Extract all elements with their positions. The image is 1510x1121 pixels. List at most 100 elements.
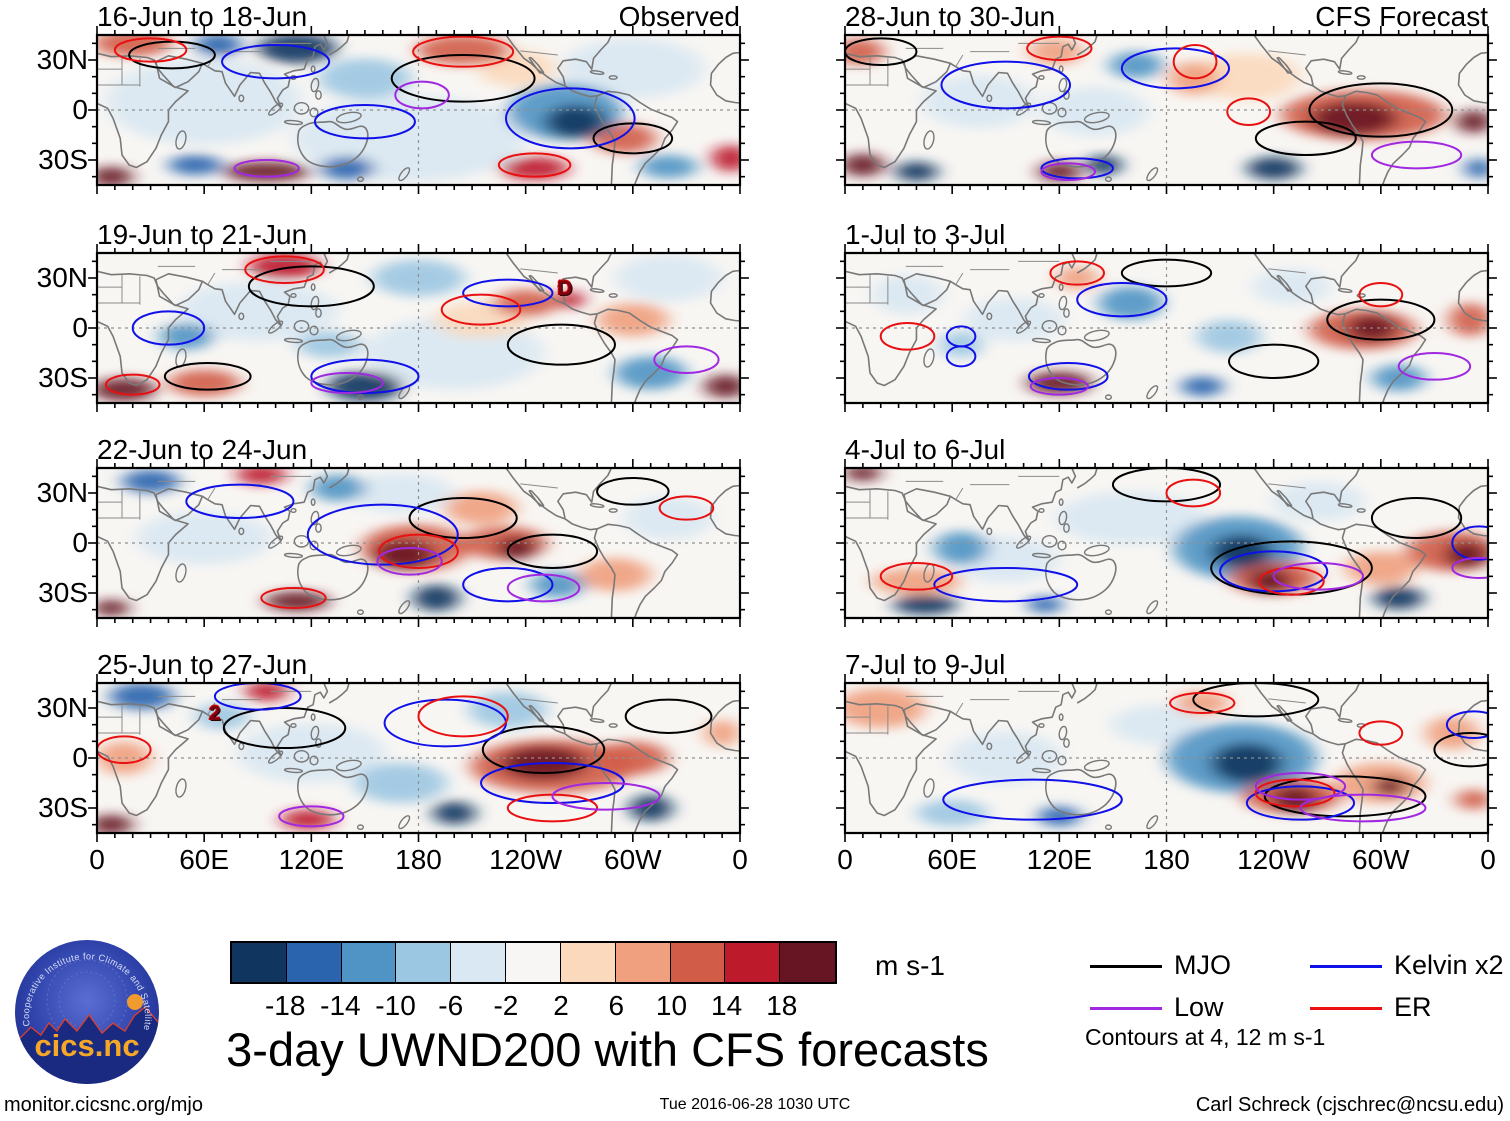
x-axis-tick-label: 60W <box>1352 844 1410 875</box>
map-panel <box>97 468 740 618</box>
colorbar-segment <box>615 943 671 982</box>
storm-marker: D <box>557 276 573 300</box>
logo-name: cics.nc <box>34 1028 139 1063</box>
logo-sun <box>127 994 143 1010</box>
x-axis-tick-label: 120W <box>489 844 563 875</box>
map-panel <box>845 253 1488 403</box>
y-axis-tick-label: 0 <box>72 94 88 125</box>
panel-date-range: 19-Jun to 21-Jun <box>97 219 308 250</box>
x-axis-tick-label: 180 <box>1143 844 1190 875</box>
panel-date-range: 25-Jun to 27-Jun <box>97 649 308 680</box>
colorbar-unit-label: m s-1 <box>875 950 945 981</box>
colorbar-tick-label: -6 <box>438 990 464 1021</box>
panel-title-row: 16-Jun to 18-Jun Observed <box>97 2 740 32</box>
anomaly-map <box>845 35 1488 185</box>
colorbar-tick-label: -2 <box>493 990 519 1021</box>
map-panel <box>97 35 740 185</box>
footer-timestamp: Tue 2016-06-28 1030 UTC <box>659 1096 851 1113</box>
y-axis-tick-label: 30S <box>38 792 88 823</box>
storm-marker: 2 <box>209 701 221 725</box>
legend-label: MJO <box>1174 950 1231 980</box>
colorbar-segment <box>341 943 397 982</box>
legend-line-er <box>1310 1007 1382 1010</box>
legend-label: Kelvin x2 <box>1394 950 1504 980</box>
x-axis-tick-label: 60E <box>179 844 230 875</box>
colorbar-segment <box>780 943 835 982</box>
x-axis-tick-label: 0 <box>89 844 105 875</box>
x-axis-tick-label: 60W <box>604 844 662 875</box>
y-axis-tick-label: 0 <box>72 527 88 558</box>
panel-column-label: CFS Forecast <box>1315 1 1488 32</box>
colorbar-tick-label: -10 <box>375 990 416 1021</box>
colorbar-segment <box>232 943 287 982</box>
x-axis-tick-label: 60E <box>927 844 978 875</box>
y-axis-tick-label: 30N <box>36 477 88 508</box>
figure-title: 3-day UWND200 with CFS forecasts <box>226 1023 989 1076</box>
colorbar-tick-label: 10 <box>655 990 688 1021</box>
panel-title-row: 4-Jul to 6-Jul <box>845 435 1488 465</box>
anomaly-map <box>97 683 740 833</box>
y-axis-tick-label: 0 <box>72 312 88 343</box>
panel-column-label: Observed <box>618 1 740 32</box>
x-axis-tick-label: 0 <box>732 844 748 875</box>
colorbar-segment <box>725 943 781 982</box>
footer-url: monitor.cicsnc.org/mjo <box>4 1094 203 1116</box>
panel-date-range: 28-Jun to 30-Jun <box>845 1 1056 32</box>
colorbar-tick-label: 2 <box>553 990 569 1021</box>
anomaly-map <box>845 253 1488 403</box>
panel-title-row: 28-Jun to 30-Jun CFS Forecast <box>845 2 1488 32</box>
y-axis-tick-label: 30S <box>38 577 88 608</box>
panel-title-row: 1-Jul to 3-Jul <box>845 220 1488 250</box>
colorbar-segment <box>451 943 507 982</box>
y-axis-tick-label: 0 <box>72 742 88 773</box>
logo-mountains <box>15 1008 159 1084</box>
footer-credit: Carl Schreck (cjschrec@ncsu.edu) <box>1195 1094 1504 1116</box>
panel-date-range: 22-Jun to 24-Jun <box>97 434 308 465</box>
anomaly-map <box>97 253 740 403</box>
colorbar-tick-label: 18 <box>766 990 798 1021</box>
anomaly-map <box>97 468 740 618</box>
colorbar <box>230 941 837 984</box>
x-axis-tick-label: 180 <box>395 844 442 875</box>
x-axis-tick-label: 120W <box>1237 844 1311 875</box>
x-axis-tick-label: 0 <box>1480 844 1496 875</box>
colorbar-tick-label: 14 <box>711 990 743 1021</box>
legend-line-kelvin-x2 <box>1310 965 1382 968</box>
panel-title-row: 19-Jun to 21-Jun <box>97 220 740 250</box>
colorbar-segment <box>286 943 342 982</box>
colorbar-segment <box>670 943 726 982</box>
colorbar-tick-label: -18 <box>264 990 306 1021</box>
anomaly-map <box>845 468 1488 618</box>
colorbar-segment <box>396 943 452 982</box>
legend-line-low <box>1090 1007 1162 1010</box>
anomaly-map <box>97 35 740 185</box>
y-axis-tick-label: 30S <box>38 362 88 393</box>
x-axis-tick-label: 120E <box>1026 844 1093 875</box>
y-axis-tick-label: 30N <box>36 44 88 75</box>
colorbar-segment <box>560 943 616 982</box>
panel-title-row: 7-Jul to 9-Jul <box>845 650 1488 680</box>
colorbar-tick-label: -14 <box>320 990 361 1021</box>
colorbar-tick-label: 6 <box>608 990 625 1021</box>
panel-date-range: 4-Jul to 6-Jul <box>845 434 1006 465</box>
panel-date-range: 16-Jun to 18-Jun <box>97 1 308 32</box>
panel-title-row: 25-Jun to 27-Jun <box>97 650 740 680</box>
y-axis-tick-label: 30N <box>36 262 88 293</box>
map-panel: 2 <box>97 683 740 833</box>
panel-title-row: 22-Jun to 24-Jun <box>97 435 740 465</box>
map-panel <box>845 683 1488 833</box>
map-panel: D <box>97 253 740 403</box>
map-panel <box>845 35 1488 185</box>
legend-label: Low <box>1174 992 1224 1022</box>
anomaly-map <box>845 683 1488 833</box>
panel-date-range: 7-Jul to 9-Jul <box>845 649 1006 680</box>
legend-label: ER <box>1394 992 1432 1022</box>
legend-line-mjo <box>1090 965 1162 968</box>
x-axis-tick-label: 120E <box>278 844 345 875</box>
map-panel <box>845 468 1488 618</box>
cicsnc-logo: Cooperative Institute for Climate and Sa… <box>5 930 159 1084</box>
contour-levels-note: Contours at 4, 12 m s-1 <box>1085 1024 1326 1050</box>
colorbar-segment <box>506 943 561 982</box>
x-axis-tick-label: 0 <box>837 844 853 875</box>
